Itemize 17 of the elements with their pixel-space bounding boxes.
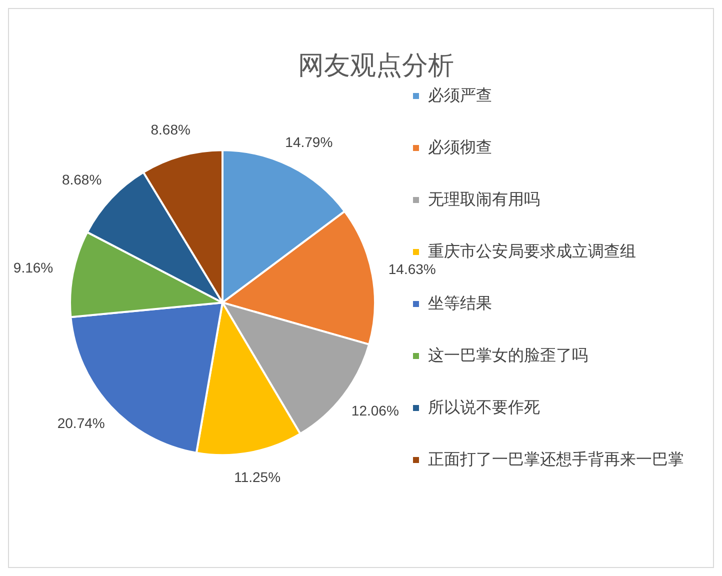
data-label: 20.74%: [57, 414, 105, 431]
data-label: 11.25%: [234, 469, 281, 486]
legend-label: 这一巴掌女的脸歪了吗: [428, 346, 588, 364]
chart-title: 网友观点分析: [298, 50, 454, 80]
legend-label: 无理取闹有用吗: [428, 190, 540, 208]
data-label: 14.63%: [388, 261, 436, 278]
legend-label: 必须彻查: [428, 138, 492, 156]
legend-label: 所以说不要作死: [428, 398, 540, 416]
legend-label: 坐等结果: [428, 294, 492, 312]
data-label: 8.68%: [150, 122, 190, 138]
data-label: 9.16%: [13, 259, 54, 276]
legend-label: 重庆市公安局要求成立调查组: [428, 242, 636, 260]
legend-label: 正面打了一巴掌还想手背再来一巴掌: [428, 450, 684, 468]
data-label: 8.68%: [62, 171, 102, 188]
data-label: 14.79%: [285, 134, 333, 150]
data-label: 12.06%: [351, 402, 399, 418]
legend-label: 必须严查: [428, 86, 492, 104]
